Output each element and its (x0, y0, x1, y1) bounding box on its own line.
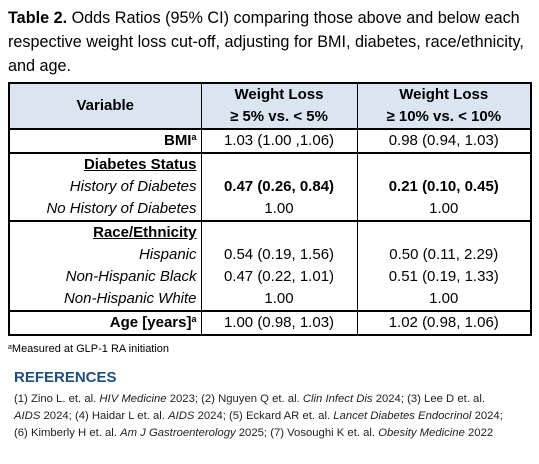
reference-authors: (2) Nguyen Q et. al. (201, 393, 300, 405)
cell: 1.02 (0.98, 1.06) (356, 311, 532, 335)
reference-authors: (5) Eckard AR et. al. (229, 410, 331, 422)
reference-item: (4) Haidar L et. al. AIDS 2024; (75, 410, 226, 422)
cell: 0.47 (0.22, 1.01) (200, 266, 358, 288)
references-title: REFERENCES (14, 369, 117, 386)
cell: 0.54 (0.19, 1.56) (200, 244, 358, 266)
reference-year: 2025; (238, 427, 268, 439)
footnote-text: Measured at GLP-1 RA initiation (11, 343, 170, 355)
cell: 1.00 (356, 198, 532, 221)
cell: 1.00 (0.98, 1.03) (200, 311, 358, 335)
age-section: Age [years]a 1.00 (0.98, 1.03) 1.02 (0.9… (8, 311, 532, 335)
row-label: Non-Hispanic Black (8, 266, 202, 288)
references: (1) Zino L. et. al. HIV Medicine 2023; (… (14, 391, 514, 442)
caption-label: Table 2. (8, 9, 68, 27)
diabetes-section: Diabetes Status History of Diabetes 0.47… (8, 153, 532, 221)
reference-year: 2022 (468, 427, 494, 439)
reference-year: 2024; (197, 410, 226, 422)
row-label: Non-Hispanic White (8, 288, 202, 311)
row-label: Hispanic (8, 244, 202, 266)
header-title: Weight Loss (356, 83, 532, 106)
reference-item: (1) Zino L. et. al. HIV Medicine 2023; (14, 393, 198, 405)
note-mark: a (8, 344, 12, 351)
header-variable: Variable (8, 83, 202, 129)
note-mark: a (191, 314, 197, 324)
cell: 0.47 (0.26, 0.84) (200, 176, 358, 198)
header-subtitle: ≥ 10% vs. < 10% (356, 106, 532, 129)
cell: 0.21 (0.10, 0.45) (356, 176, 532, 198)
reference-item: (7) Vosoughi K et. al. Obesity Medicine … (270, 427, 493, 439)
race-section: Race/Ethnicity Hispanic 0.54 (0.19, 1.56… (8, 221, 532, 311)
cell: 1.00 (356, 288, 532, 311)
reference-journal: AIDS (168, 410, 195, 422)
cell: 1.03 (1.00 ,1.06) (200, 129, 358, 153)
reference-year: 2024; (375, 393, 404, 405)
bmi-section: BMIa 1.03 (1.00 ,1.06) 0.98 (0.94, 1.03) (8, 129, 532, 153)
reference-authors: (6) Kimberly H et. al. (14, 427, 117, 439)
row-label: No History of Diabetes (8, 198, 202, 221)
reference-item: (6) Kimberly H et. al. Am J Gastroentero… (14, 427, 267, 439)
label-text: BMI (163, 132, 192, 149)
reference-journal: Clin Infect Dis (302, 393, 373, 405)
reference-item: (3) Lee D et. al. AIDS 2024; (14, 393, 485, 422)
reference-journal: HIV Medicine (99, 393, 167, 405)
reference-journal: Am J Gastroenterology (120, 427, 236, 439)
reference-year: 2023; (169, 393, 198, 405)
table-header: Variable Weight Loss Weight Loss ≥ 5% vs… (8, 83, 532, 129)
cell: 1.00 (200, 288, 358, 311)
odds-table: Variable Weight Loss Weight Loss ≥ 5% vs… (8, 82, 532, 336)
reference-authors: (1) Zino L. et. al. (14, 393, 97, 405)
reference-authors: (3) Lee D et. al. (407, 393, 485, 405)
caption: Table 2. Odds Ratios (95% CI) comparing … (8, 6, 533, 78)
cell: 0.50 (0.11, 2.29) (356, 244, 532, 266)
label-text: Age [years] (109, 314, 192, 331)
row-label: History of Diabetes (8, 176, 202, 198)
section-heading: Diabetes Status (8, 153, 202, 176)
cell: 1.00 (200, 198, 358, 221)
reference-item: (5) Eckard AR et. al. Lancet Diabetes En… (229, 410, 503, 422)
reference-journal: AIDS (14, 410, 41, 422)
reference-item: (2) Nguyen Q et. al. Clin Infect Dis 202… (201, 393, 404, 405)
row-label: Age [years]a (8, 311, 202, 335)
row-label: BMIa (8, 129, 202, 153)
header-title: Weight Loss (200, 83, 358, 106)
caption-text: Odds Ratios (95% CI) comparing those abo… (8, 9, 524, 75)
reference-authors: (7) Vosoughi K et. al. (270, 427, 376, 439)
footnote: aMeasured at GLP-1 RA initiation (8, 343, 169, 355)
reference-journal: Lancet Diabetes Endocrinol (333, 410, 472, 422)
section-heading: Race/Ethnicity (8, 221, 202, 244)
cell: 0.98 (0.94, 1.03) (356, 129, 532, 153)
reference-authors: (4) Haidar L et. al. (74, 410, 165, 422)
reference-year: 2024; (474, 410, 503, 422)
header-subtitle: ≥ 5% vs. < 5% (200, 106, 358, 129)
note-mark: a (191, 132, 197, 142)
reference-year: 2024; (43, 410, 72, 422)
cell: 0.51 (0.19, 1.33) (356, 266, 532, 288)
reference-journal: Obesity Medicine (378, 427, 465, 439)
